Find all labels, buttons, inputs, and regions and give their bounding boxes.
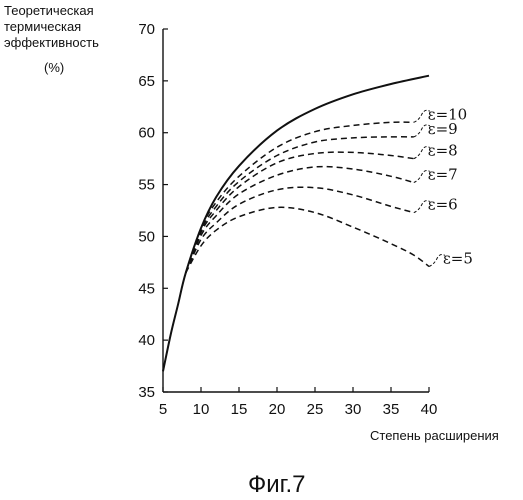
y-tick-label: 55 <box>138 177 155 194</box>
curve-eps-9 <box>186 137 414 273</box>
y-tick-label: 70 <box>138 21 155 38</box>
chart-axes: 35 40 45 50 55 60 65 70 5 10 15 20 25 30 35 40 <box>138 21 437 418</box>
x-tick-label: 30 <box>345 401 362 418</box>
series-label: ε=5 <box>443 250 473 268</box>
x-tick-label: 40 <box>421 401 438 418</box>
series-labels: ε=10ε=9ε=8ε=7ε=6ε=5 <box>414 105 473 267</box>
curve-eps-10 <box>186 122 414 273</box>
x-tick-label: 20 <box>269 401 286 418</box>
series-label: ε=7 <box>428 165 458 183</box>
y-axis-unit: (%) <box>44 60 64 75</box>
curve-eps-6 <box>186 187 414 272</box>
y-tick-label: 65 <box>138 73 155 90</box>
series-label: ε=9 <box>428 120 458 138</box>
y-tick-label: 50 <box>138 228 155 245</box>
y-axis-title-line-3: эффективность <box>4 35 99 50</box>
x-tick-label: 10 <box>193 401 210 418</box>
y-axis-title-line-1: Теоретическая <box>4 3 94 18</box>
series-label: ε=8 <box>428 142 458 160</box>
figure-caption: Фиг.7 <box>248 471 306 498</box>
chart-series <box>163 76 429 372</box>
x-tick-label: 15 <box>231 401 248 418</box>
x-tick-label: 5 <box>159 401 167 418</box>
y-tick-label: 60 <box>138 125 155 142</box>
y-axis-title-line-2: термическая <box>4 19 81 34</box>
curve-eps-5 <box>186 207 429 272</box>
y-tick-label: 45 <box>138 280 155 297</box>
x-tick-label: 25 <box>307 401 324 418</box>
y-axis-title: Теоретическая термическая эффективность … <box>4 3 99 75</box>
x-axis-title: Степень расширения <box>370 428 499 443</box>
series-label: ε=6 <box>428 196 458 214</box>
y-tick-label: 35 <box>138 384 155 401</box>
y-tick-label: 40 <box>138 332 155 349</box>
x-tick-label: 35 <box>383 401 400 418</box>
